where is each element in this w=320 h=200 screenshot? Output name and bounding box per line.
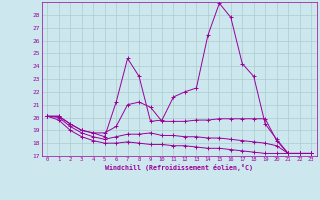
X-axis label: Windchill (Refroidissement éolien,°C): Windchill (Refroidissement éolien,°C) <box>105 164 253 171</box>
